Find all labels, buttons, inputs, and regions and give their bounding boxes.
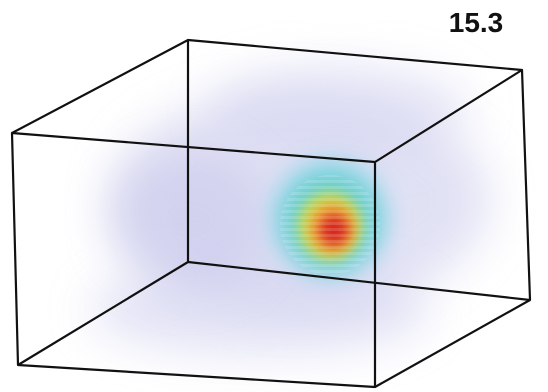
box-edge (10, 131, 377, 389)
box-edge (374, 69, 532, 388)
haze (90, 65, 490, 355)
box-edge (11, 38, 524, 163)
bounding-box (10, 38, 532, 389)
hotspot (272, 160, 388, 276)
box-edge (17, 260, 531, 366)
time-label: 15.3 (449, 7, 504, 38)
